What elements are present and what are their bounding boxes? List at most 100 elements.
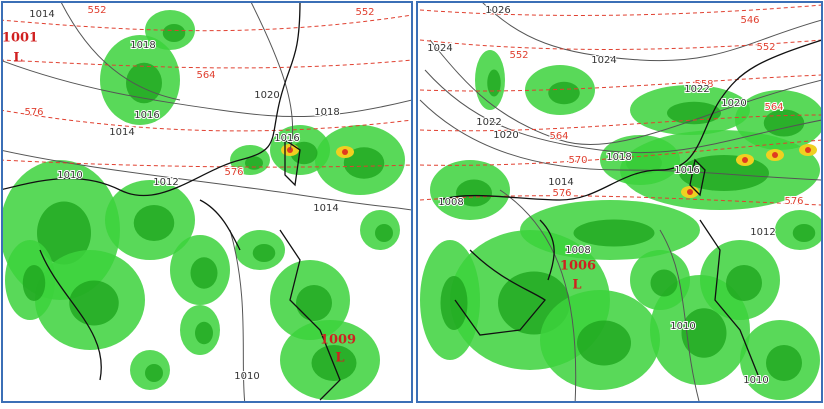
- panel-border: [416, 1, 823, 403]
- contour-label: 1018: [130, 40, 155, 51]
- coastline: [39, 249, 102, 381]
- contour-label: 564: [196, 70, 215, 81]
- heavy-rain-core: [342, 149, 348, 155]
- contour-label: 1008: [438, 197, 463, 208]
- contour-label: 552: [509, 50, 528, 61]
- contour-label: 1020: [254, 90, 279, 101]
- thickness-line: [3, 159, 411, 168]
- rain-core: [311, 345, 357, 381]
- contour-label: 1024: [591, 55, 616, 66]
- rain-core: [133, 205, 175, 241]
- rain-core: [650, 269, 678, 297]
- rain-core: [37, 201, 91, 265]
- contour-label: 1014: [109, 127, 134, 138]
- rain-core: [245, 156, 263, 170]
- isobar: [659, 229, 700, 401]
- thickness-line: [419, 39, 821, 50]
- thickness-line: [419, 114, 821, 132]
- contour-label: 570: [568, 155, 587, 166]
- coastline: [539, 219, 555, 281]
- rain-core: [145, 364, 163, 382]
- contour-label: 1010: [57, 170, 82, 181]
- isobar: [229, 229, 246, 401]
- contour-label: 1012: [153, 177, 178, 188]
- pressure-center-label: 1001: [2, 31, 38, 46]
- thickness-line: [3, 14, 411, 32]
- rain-core: [766, 345, 802, 381]
- coastline: [699, 219, 761, 381]
- contour-label: 576: [24, 107, 43, 118]
- heavy-rain-core: [742, 157, 748, 163]
- contour-label: 1018: [314, 107, 339, 118]
- coastline: [689, 158, 706, 197]
- thickness-line: [419, 195, 821, 206]
- rain-core: [69, 280, 119, 326]
- heavy-rain-core: [805, 147, 811, 153]
- rain-core: [573, 219, 655, 247]
- contour-label: 1022: [684, 84, 709, 95]
- thickness-line: [3, 59, 411, 69]
- coastline: [439, 39, 821, 201]
- pressure-center-label: 1009: [320, 333, 356, 348]
- rain-core: [195, 321, 213, 345]
- contour-label: 1010: [670, 321, 695, 332]
- contour-label: 1016: [674, 165, 699, 176]
- rain-core: [343, 147, 385, 179]
- contour-label: 1022: [476, 117, 501, 128]
- rain-core: [375, 224, 393, 242]
- coastline: [3, 3, 301, 197]
- isobar: [3, 150, 411, 211]
- contour-label: 564: [764, 102, 783, 113]
- contour-label: 546: [740, 15, 759, 26]
- contour-label: 576: [784, 196, 803, 207]
- isobar: [482, 3, 821, 62]
- thickness-line: [419, 139, 821, 166]
- rain-core: [162, 24, 186, 42]
- contour-label: 1014: [29, 9, 54, 20]
- isobar: [3, 60, 411, 118]
- contour-label: 576: [224, 167, 243, 178]
- rain-core: [763, 109, 805, 137]
- contour-label: 1016: [274, 133, 299, 144]
- contour-label: 564: [549, 131, 568, 142]
- isobar: [424, 69, 821, 154]
- contour-label: 1016: [134, 110, 159, 121]
- contour-label: 576: [552, 188, 571, 199]
- isobar: [419, 99, 821, 181]
- rain-core: [190, 257, 218, 289]
- rain-core: [726, 265, 762, 301]
- contour-label: 1018: [606, 152, 631, 163]
- pressure-center-label: L: [572, 278, 581, 293]
- pressure-center-label: L: [335, 351, 344, 366]
- left-map: 1001 L 1014 552 552 1018 564 1020 1016 1018 1014 57…: [2, 3, 411, 401]
- rain-core: [440, 276, 468, 330]
- coastline: [199, 199, 241, 251]
- coastline: [279, 229, 341, 401]
- thickness-line: [419, 74, 821, 92]
- rain-core: [456, 179, 492, 207]
- rain-core: [577, 320, 631, 366]
- rain-core: [22, 265, 46, 301]
- contour-label: 552: [756, 42, 775, 53]
- rain-core: [681, 308, 727, 358]
- rain-core: [296, 285, 332, 321]
- heavy-rain-core: [772, 152, 778, 158]
- contour-label: 1020: [721, 98, 746, 109]
- thickness-line: [419, 4, 821, 16]
- rain-core: [126, 62, 162, 104]
- contour-label: 1024: [427, 43, 452, 54]
- isobar: [429, 39, 821, 146]
- rain-core: [667, 101, 721, 125]
- isobar: [499, 189, 577, 401]
- contour-label: 552: [355, 7, 374, 18]
- contour-label: 552: [87, 5, 106, 16]
- rain-core: [548, 81, 580, 105]
- contour-label: 1008: [565, 245, 590, 256]
- rain-core: [487, 69, 501, 97]
- isobar: [61, 3, 181, 101]
- pressure-center-label: 1006: [560, 259, 596, 274]
- contour-label: 558: [694, 79, 713, 90]
- contour-label: 1020: [493, 130, 518, 141]
